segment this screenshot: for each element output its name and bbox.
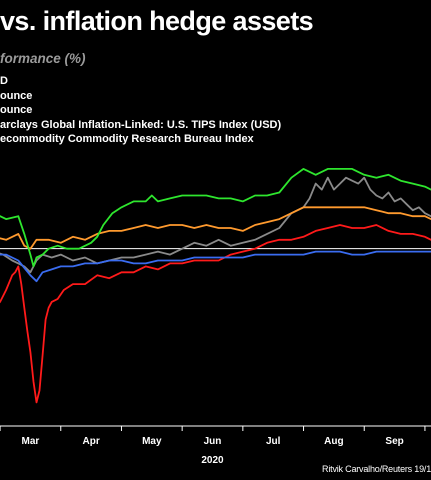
legend-entry-red: ounce [0,89,33,102]
x-tick-label-jun: Jun [204,436,222,447]
legend-entry-green: ecommodity Commodity Research Bureau Ind… [0,133,254,145]
chart-subtitle: formance (%) [0,51,86,66]
chart-title: vs. inflation hedge assets [0,6,314,36]
x-axis-year-label: 2020 [201,455,224,466]
x-tick-label-sep: Sep [385,436,403,447]
x-tick-label-aug: Aug [324,436,343,447]
legend-entry-blue: arclays Global Inflation-Linked: U.S. TI… [0,118,282,131]
series-line-gray [0,176,431,274]
legend-entry-gray: D [0,75,8,87]
series-line-orange [0,206,431,250]
series-line-blue [0,250,431,283]
x-tick-label-mar: Mar [22,436,40,447]
legend-entry-orange: ounce [0,104,33,116]
legend: D ounce ounce arclays Global Inflation-L… [0,74,281,147]
series-line-green [0,168,431,268]
series-line-red [0,224,431,404]
x-tick-label-apr: Apr [82,436,99,447]
source-credit: Ritvik Carvalho/Reuters 19/1 [322,464,431,474]
x-tick-label-may: May [142,436,162,447]
x-tick-label-jul: Jul [266,436,281,447]
